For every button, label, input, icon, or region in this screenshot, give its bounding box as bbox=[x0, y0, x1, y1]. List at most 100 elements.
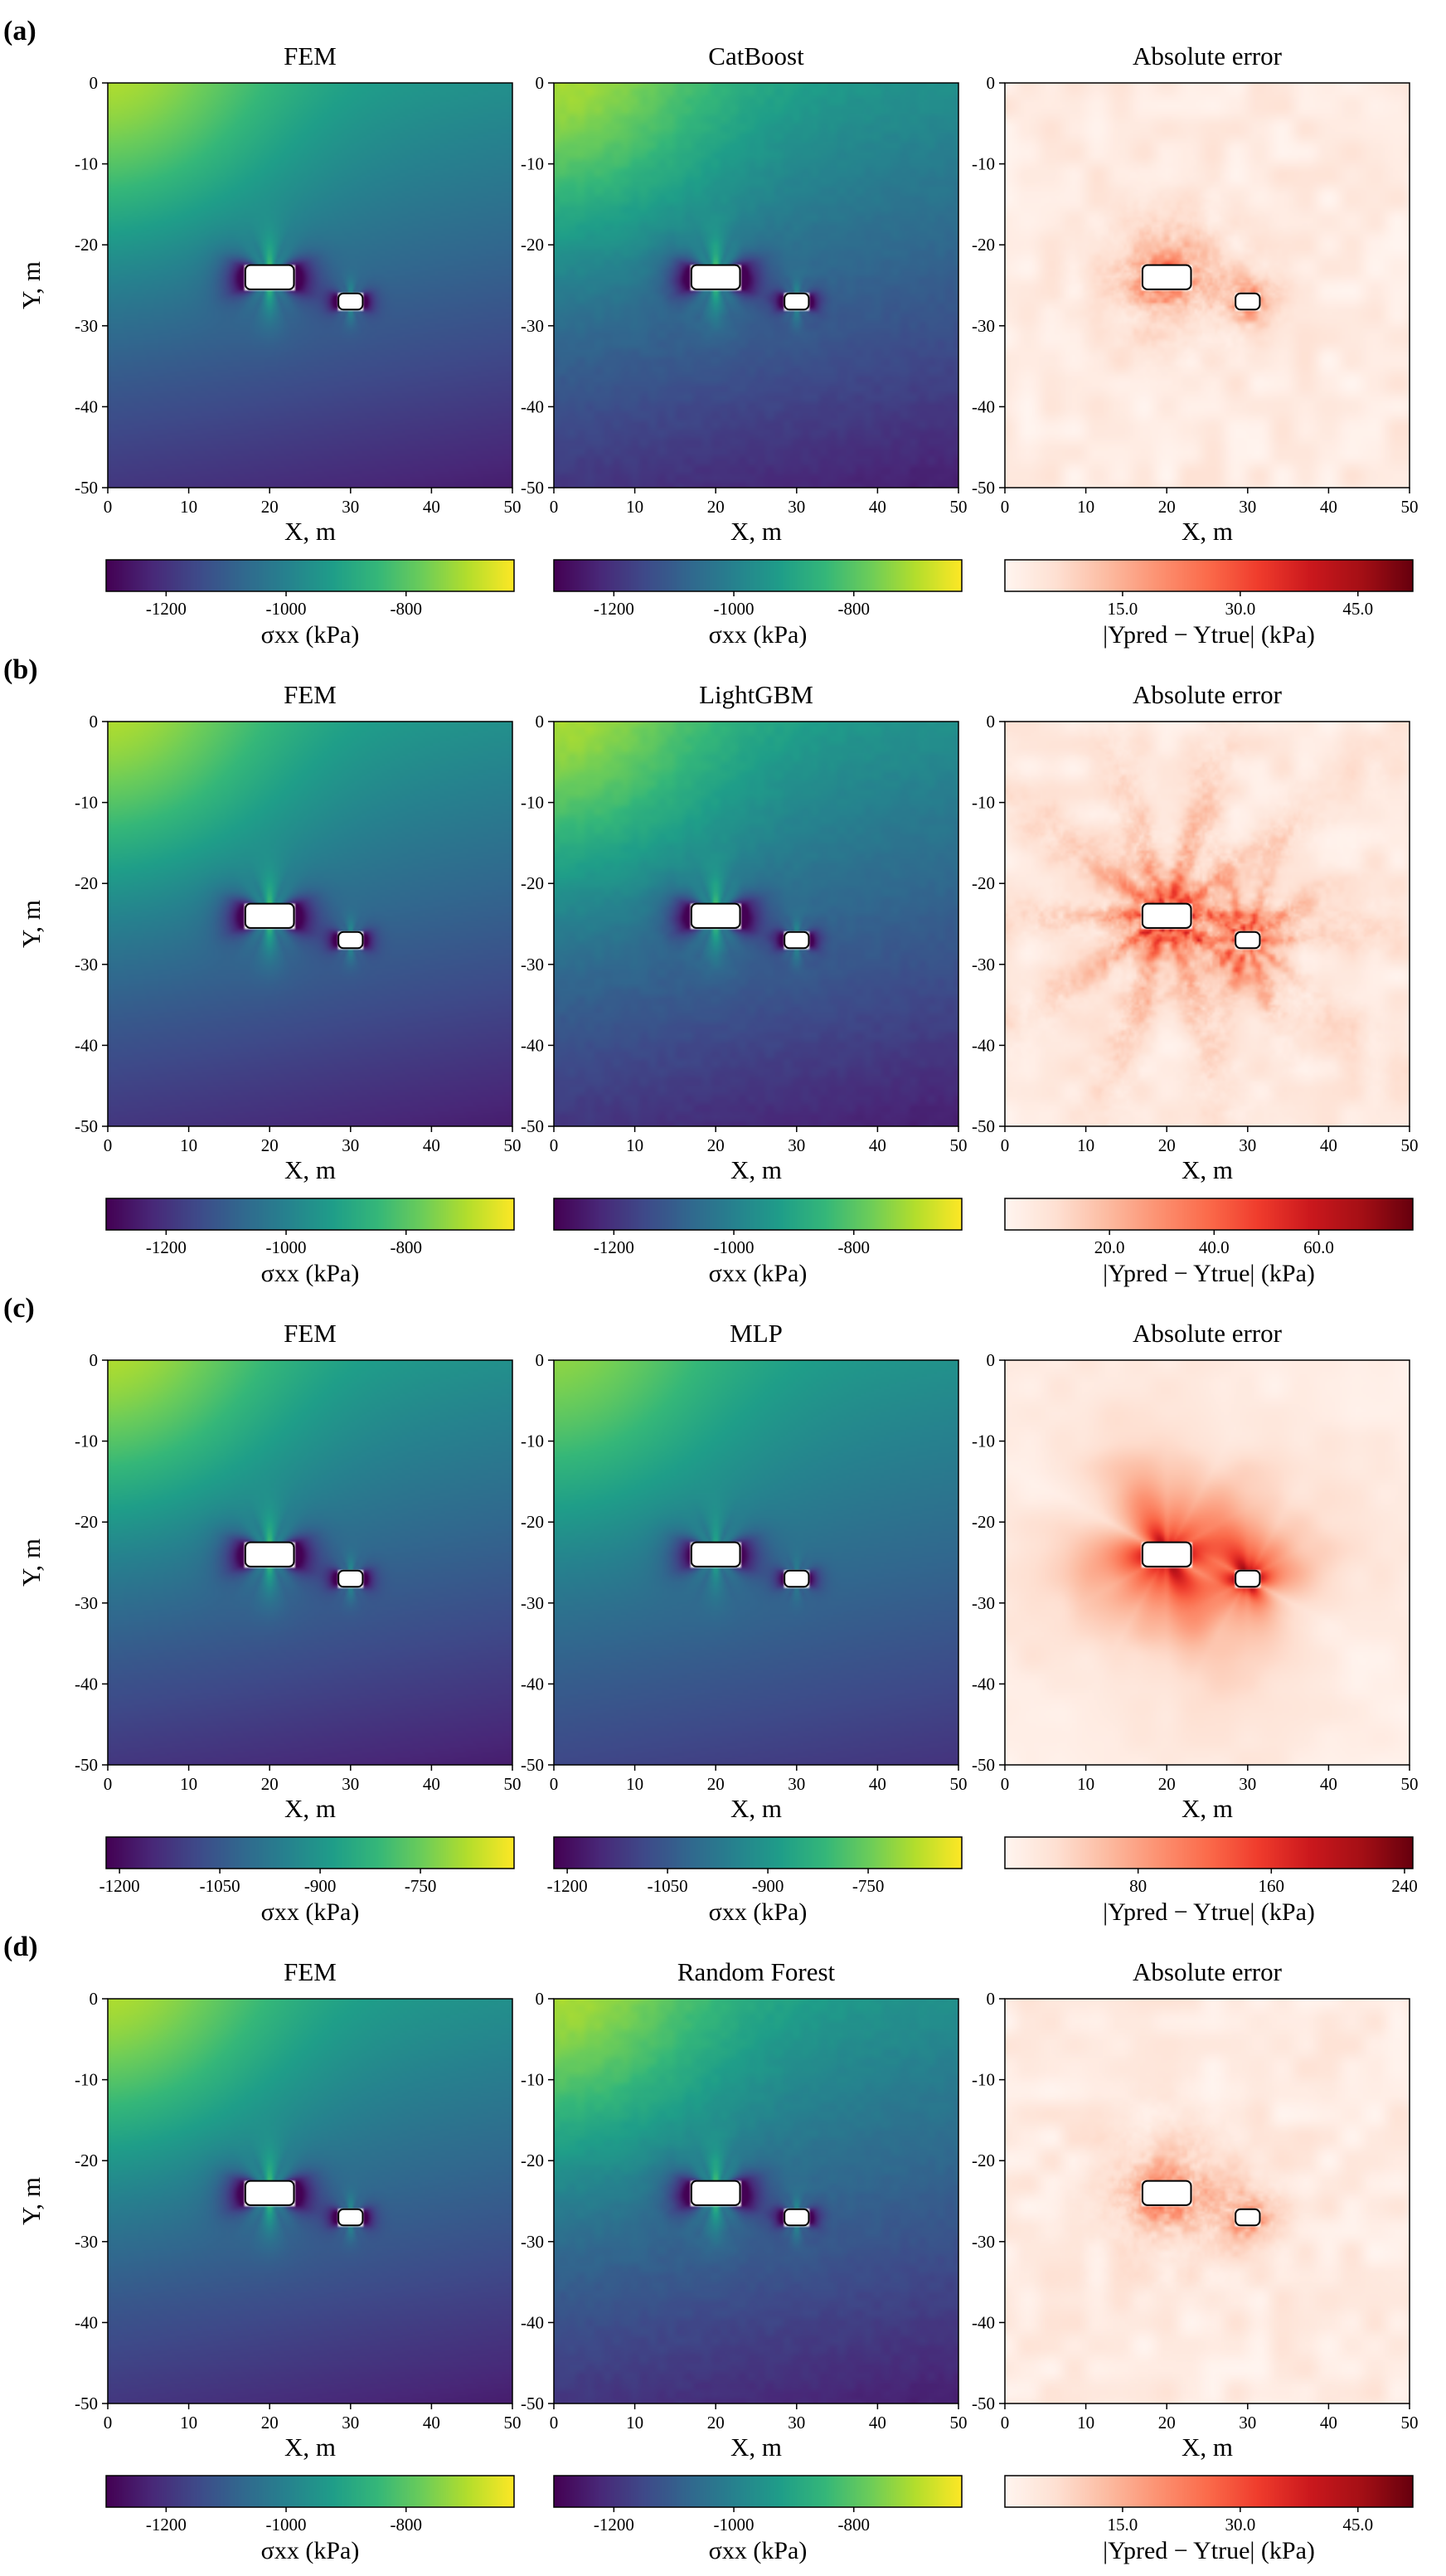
x-tick-label: 40 bbox=[423, 1135, 440, 1155]
y-tick-label: -20 bbox=[521, 2151, 544, 2170]
y-tick-label: 0 bbox=[987, 73, 996, 93]
y-tick-label: -50 bbox=[521, 478, 544, 498]
y-tick-label: -20 bbox=[521, 1512, 544, 1532]
colorbar-1-1: -1200 -1000 -800 σxx (kPa) bbox=[105, 559, 515, 649]
x-tick-label: 20 bbox=[1158, 2413, 1176, 2433]
x-tick-label: 50 bbox=[950, 497, 968, 517]
colorbar-tick-label: 240 bbox=[1391, 1876, 1418, 1896]
panel-label: (c) bbox=[3, 1293, 35, 1324]
y-axis-label: Y, m bbox=[17, 261, 46, 309]
x-tick-label: 0 bbox=[1001, 497, 1010, 517]
y-tick-label: 0 bbox=[90, 73, 99, 93]
subplot-3-2: MLP 0 10 20 30 40 50 X, m 0 -10 -20 -30 -40 -50 bbox=[521, 1319, 968, 1823]
subplot-title: FEM bbox=[284, 680, 337, 709]
x-tick-label: 50 bbox=[504, 2413, 522, 2433]
y-tick-label: -50 bbox=[75, 1755, 98, 1775]
y-tick-label: -50 bbox=[972, 478, 995, 498]
x-tick-label: 30 bbox=[342, 497, 359, 517]
x-axis-label: X, m bbox=[1182, 1155, 1233, 1184]
colorbar-label: σxx (kPa) bbox=[709, 1260, 808, 1287]
colorbar-tick-label: -1200 bbox=[547, 1876, 588, 1896]
tunnel-2 bbox=[1235, 2208, 1261, 2227]
colorbar-frame bbox=[1004, 1836, 1414, 1869]
colorbar-tick-label: -1000 bbox=[266, 1237, 307, 1257]
tunnel-1 bbox=[244, 2180, 295, 2206]
colorbar-frame bbox=[553, 1198, 963, 1231]
y-tick-label: -10 bbox=[75, 1431, 98, 1451]
colorbar-tick-label: 40.0 bbox=[1199, 1237, 1230, 1257]
tunnel-1 bbox=[690, 1541, 741, 1567]
x-axis-label: X, m bbox=[284, 2433, 336, 2462]
colorbar-tick-label: -900 bbox=[304, 1876, 337, 1896]
tunnel-2 bbox=[1235, 292, 1261, 311]
tunnel-2 bbox=[337, 1569, 364, 1588]
y-tick-label: -30 bbox=[521, 316, 544, 336]
x-axis-label: X, m bbox=[730, 517, 782, 546]
x-tick-label: 40 bbox=[1320, 1135, 1337, 1155]
stress-heatmap bbox=[108, 83, 512, 488]
colorbar-frame bbox=[553, 1836, 963, 1869]
x-tick-label: 40 bbox=[1320, 1774, 1337, 1794]
tunnel-2 bbox=[1235, 931, 1261, 950]
x-tick-label: 0 bbox=[104, 497, 113, 517]
colorbar-frame bbox=[1004, 559, 1414, 592]
x-axis-label: X, m bbox=[730, 1155, 782, 1184]
x-tick-label: 20 bbox=[1158, 1135, 1176, 1155]
x-tick-label: 0 bbox=[1001, 1774, 1010, 1794]
y-tick-label: -20 bbox=[75, 1512, 98, 1532]
x-tick-label: 40 bbox=[869, 2413, 886, 2433]
x-tick-label: 40 bbox=[869, 1774, 886, 1794]
y-tick-label: -10 bbox=[75, 2070, 98, 2090]
y-tick-label: -40 bbox=[521, 396, 544, 416]
colorbar-tick-label: 30.0 bbox=[1225, 599, 1255, 619]
x-tick-label: 40 bbox=[869, 497, 886, 517]
colorbar-tick-label: -800 bbox=[391, 1237, 423, 1257]
y-tick-label: -50 bbox=[75, 2394, 98, 2413]
tunnel-1 bbox=[244, 1541, 295, 1567]
y-tick-label: -30 bbox=[521, 1593, 544, 1613]
x-tick-label: 10 bbox=[626, 497, 643, 517]
x-tick-label: 10 bbox=[1077, 1774, 1094, 1794]
x-tick-label: 20 bbox=[707, 1135, 725, 1155]
colorbar-frame bbox=[105, 1836, 515, 1869]
x-tick-label: 10 bbox=[1077, 2413, 1094, 2433]
tunnel-2 bbox=[784, 292, 810, 311]
x-axis-label: X, m bbox=[1182, 2433, 1233, 2462]
figure-row-1: (a) FEM 0 10 20 30 40 50 X, m 0 -10 -20 -30 -40 -50 Y, … bbox=[3, 16, 1419, 649]
x-tick-label: 50 bbox=[504, 1135, 522, 1155]
y-tick-label: -30 bbox=[75, 1593, 98, 1613]
x-tick-label: 20 bbox=[707, 2413, 725, 2433]
colorbar-frame bbox=[553, 559, 963, 592]
colorbar-2-1: -1200 -1000 -800 σxx (kPa) bbox=[105, 1198, 515, 1287]
colorbar-gradient bbox=[554, 1198, 962, 1230]
colorbar-gradient bbox=[106, 1198, 514, 1230]
tunnel-1 bbox=[1141, 1541, 1192, 1567]
axes-frame bbox=[107, 82, 513, 488]
x-tick-label: 0 bbox=[1001, 2413, 1010, 2433]
x-tick-label: 10 bbox=[180, 2413, 197, 2433]
y-tick-label: 0 bbox=[987, 712, 996, 731]
error-heatmap bbox=[1005, 1999, 1410, 2403]
y-tick-label: -10 bbox=[521, 1431, 544, 1451]
colorbar-gradient bbox=[1005, 1837, 1413, 1869]
axes-frame bbox=[1004, 82, 1410, 488]
x-tick-label: 40 bbox=[423, 2413, 440, 2433]
stress-heatmap bbox=[108, 1360, 512, 1765]
x-tick-label: 20 bbox=[707, 497, 725, 517]
colorbar-4-1: -1200 -1000 -800 σxx (kPa) bbox=[105, 2475, 515, 2564]
x-axis-label: X, m bbox=[284, 1794, 336, 1823]
panel-label: (b) bbox=[3, 654, 38, 685]
tunnel-1 bbox=[1141, 2180, 1192, 2206]
x-tick-label: 10 bbox=[180, 1135, 197, 1155]
tunnel-1 bbox=[244, 264, 295, 290]
figure-row-3: (c) FEM 0 10 20 30 40 50 X, m 0 -10 -20 -30 -40 -50 Y, … bbox=[3, 1293, 1419, 1926]
axes-frame bbox=[1004, 1359, 1410, 1766]
tunnel-1 bbox=[690, 2180, 741, 2206]
x-tick-label: 50 bbox=[1401, 2413, 1419, 2433]
colorbar-label: σxx (kPa) bbox=[261, 1898, 360, 1926]
y-tick-label: -20 bbox=[972, 873, 995, 893]
x-axis-label: X, m bbox=[284, 1155, 336, 1184]
y-tick-label: -40 bbox=[75, 1674, 98, 1694]
subplot-title: CatBoost bbox=[708, 41, 804, 70]
colorbar-3-1: -1200 -1050 -900 -750 σxx (kPa) bbox=[99, 1836, 515, 1926]
